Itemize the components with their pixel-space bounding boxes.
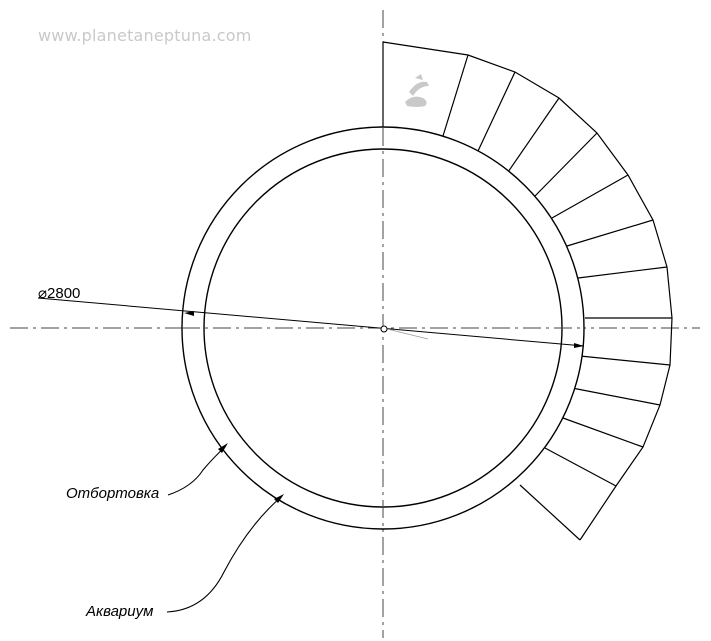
dimension-arrow-left xyxy=(184,311,194,316)
staircase-end-edge xyxy=(519,484,581,541)
stair-step-7 xyxy=(577,266,668,279)
staircase-outer-edge xyxy=(382,41,673,541)
akvarium-label: Аквариум xyxy=(86,603,154,620)
stair-step-9 xyxy=(579,355,671,366)
akvarium-leader xyxy=(166,496,282,613)
diameter-label: ⌀2800 xyxy=(38,285,81,302)
akvarium-arrow xyxy=(274,494,284,503)
diameter-dimension-tail xyxy=(382,327,429,340)
stair-step-3 xyxy=(507,97,560,173)
otbortovka-label: Отбортовка xyxy=(66,485,160,502)
watermark-text: www.planetaneptuna.com xyxy=(38,26,252,45)
center-point xyxy=(380,325,388,333)
dimension-arrow-right xyxy=(574,343,584,348)
stair-step-12 xyxy=(544,447,617,487)
spiral-staircase xyxy=(382,41,673,541)
otbortovka-leader xyxy=(167,446,226,496)
stair-step-10 xyxy=(571,387,661,406)
stair-step-6 xyxy=(566,219,654,247)
diameter-dimension-line xyxy=(37,297,585,347)
stair-step-4 xyxy=(534,132,598,197)
stair-step-1 xyxy=(442,54,469,137)
watermark-logo-icon xyxy=(405,74,429,107)
stair-step-2 xyxy=(477,71,516,152)
otbortovka-arrow xyxy=(218,443,228,453)
stair-step-11 xyxy=(562,417,644,448)
stair-step-5 xyxy=(551,174,629,219)
